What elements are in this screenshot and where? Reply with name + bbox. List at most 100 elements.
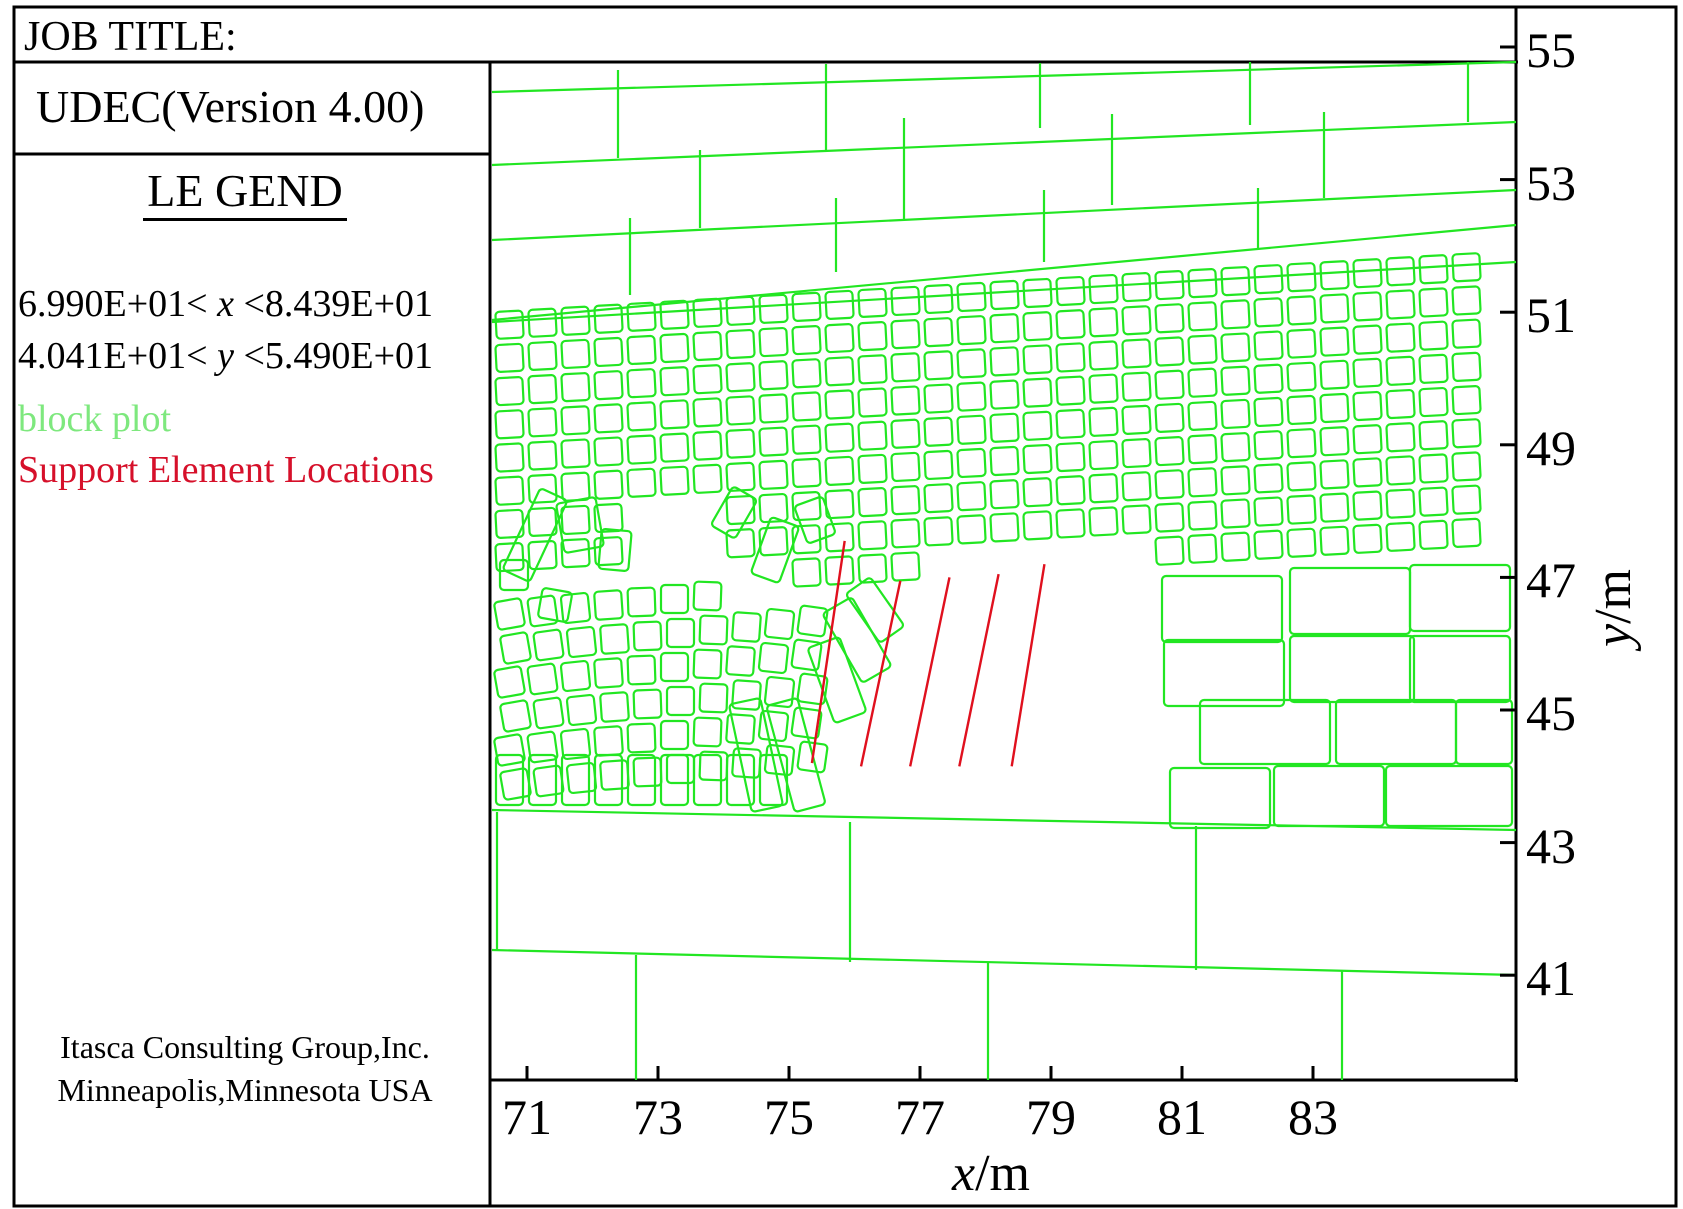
x-tick-label: 77 [895,1089,945,1145]
block [692,580,723,612]
block [626,434,657,465]
block [632,620,663,652]
block [824,422,855,453]
block [1162,638,1286,708]
block [593,303,624,334]
block [1319,260,1350,291]
block [1187,500,1218,531]
support-element [859,580,902,767]
block-plot [491,60,1517,1080]
block-edge [491,120,1517,167]
block [659,432,690,463]
block [659,753,690,807]
block [665,753,696,785]
block [758,326,789,358]
block [731,679,762,711]
block [956,315,987,346]
block [857,287,888,319]
block [532,628,565,662]
block [502,488,568,582]
block [1352,390,1383,422]
block [1451,517,1482,548]
block [1154,336,1185,367]
software-version: UDEC(Version 4.00) [36,81,425,132]
y-tick-label: 51 [1526,287,1576,344]
block [1286,295,1317,326]
block [494,475,525,506]
block [1055,275,1086,307]
support-element [958,573,1000,767]
block [1418,353,1449,384]
block [758,293,789,324]
block [1385,422,1416,453]
block [890,451,921,483]
y-tick-label: 43 [1526,817,1576,874]
block [499,631,532,665]
block [923,317,954,348]
block [1418,287,1449,318]
block [1220,498,1251,529]
block [1319,525,1350,556]
block [1253,529,1284,560]
block [1385,521,1416,552]
legend-item-support-elements: Support Element Locations [18,449,434,491]
x-tick-label: 81 [1157,1089,1207,1145]
block [890,485,921,516]
block [989,412,1020,443]
block [824,389,855,420]
support-element [1010,563,1046,767]
block [565,693,598,727]
block [560,753,591,807]
block [956,447,987,479]
x-range-var: x [217,283,234,325]
block [692,753,723,807]
block [1253,430,1284,461]
block [845,577,905,643]
block [560,372,591,403]
block [1352,324,1383,355]
block [1022,277,1053,309]
block [659,465,690,496]
block [1253,396,1284,428]
x-range: 6.990E+01< x <8.439E+01 [18,283,434,325]
x-axis-label: x/m [952,1148,1030,1200]
block [1451,252,1482,283]
y-tick-label: 49 [1526,419,1576,476]
block [499,699,532,733]
block [593,469,624,500]
block [923,416,954,447]
block [1253,264,1284,295]
block [560,538,591,569]
block [1187,533,1218,564]
block [1286,428,1317,459]
block [1220,531,1251,562]
block [1088,406,1119,437]
block [1454,698,1514,766]
block [1319,293,1350,324]
block [1220,266,1251,297]
block [1022,443,1053,475]
block [1154,369,1185,400]
block [791,358,822,389]
block [1121,404,1152,435]
block [593,657,624,689]
x-tick-label: 71 [502,1089,552,1145]
block [560,438,591,469]
block [1022,510,1053,541]
plot-area [491,60,1517,1080]
block [791,490,822,522]
block [791,457,822,488]
block [1088,340,1119,371]
block [989,346,1020,377]
block [555,496,605,554]
block [923,283,954,315]
block [1385,455,1416,486]
block [659,399,690,430]
block [1055,309,1086,340]
block [1451,451,1482,482]
block [498,558,530,592]
block [1319,426,1350,457]
block [1408,563,1512,633]
block [1352,357,1383,388]
block [1220,299,1251,330]
